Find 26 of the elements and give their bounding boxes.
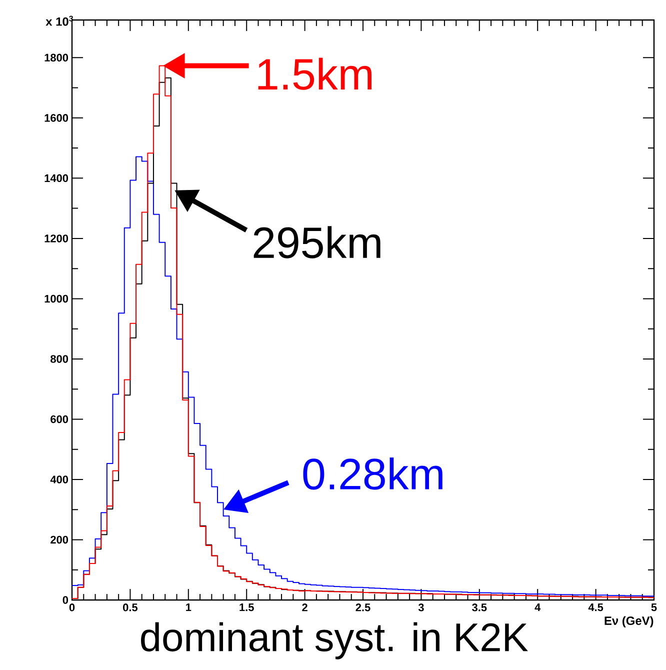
y-tick-label: 400 [50, 476, 68, 484]
y-tick-label: 0 [62, 596, 68, 604]
x-tick-label: 3 [418, 604, 424, 612]
y-tick-label: 1400 [44, 174, 68, 182]
x-tick-label: 2 [302, 604, 308, 612]
y-tick-label: 1200 [44, 234, 68, 242]
x-tick-label: 4.5 [588, 604, 604, 612]
x-tick-label: 2.5 [356, 604, 370, 612]
x-tick-label: 4 [534, 604, 541, 612]
text: dominant syst. in K2K [141, 622, 528, 660]
x-tick-label: 1 [186, 604, 192, 612]
annotation: 295km [254, 226, 380, 258]
x-tick-label: 5 [651, 604, 657, 612]
annotation: 1.5km [258, 58, 372, 90]
x-tick-label: 0.5 [123, 604, 138, 612]
x-tick-label: 0 [69, 604, 75, 612]
y-tick-label: 1000 [44, 294, 68, 303]
y-tick-label: 800 [50, 355, 68, 363]
y-tick-label: 1800 [44, 54, 68, 62]
x-tick-label: 3.5 [472, 604, 487, 612]
x-axis-title: Eν (GeV) [604, 616, 654, 628]
y-tick-label: 600 [50, 415, 68, 424]
y-tick-label: 1600 [44, 114, 68, 122]
x-tick-label: 1.5 [240, 604, 254, 612]
annotation: 0.28km [303, 458, 442, 490]
y-tick-label: 200 [50, 536, 68, 544]
